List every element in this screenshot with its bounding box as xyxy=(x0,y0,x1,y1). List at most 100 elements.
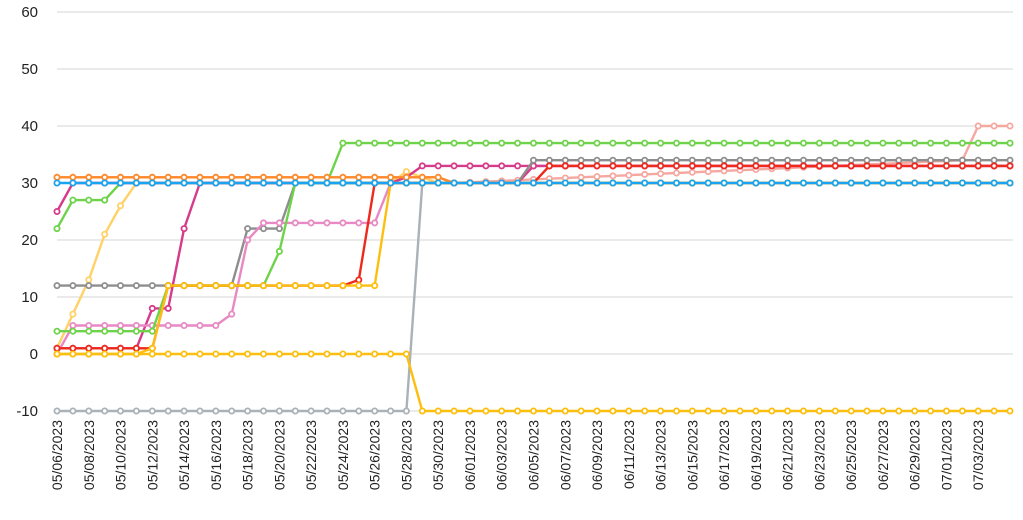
x-tick-label: 05/20/2023 xyxy=(271,420,287,490)
data-point xyxy=(196,282,204,290)
data-point xyxy=(768,139,776,147)
data-point xyxy=(132,173,140,181)
data-point xyxy=(339,407,347,415)
series-9 xyxy=(53,179,1014,335)
data-point xyxy=(673,139,681,147)
data-point xyxy=(911,162,919,170)
data-point xyxy=(53,225,61,233)
data-point xyxy=(69,179,77,187)
data-point xyxy=(53,207,61,215)
data-point xyxy=(244,225,252,233)
data-point xyxy=(673,179,681,187)
x-tick-label: 06/19/2023 xyxy=(748,420,764,490)
data-point xyxy=(704,139,712,147)
data-point xyxy=(545,156,553,164)
data-point xyxy=(132,350,140,358)
x-tick-label: 06/23/2023 xyxy=(811,420,827,490)
data-point xyxy=(974,179,982,187)
data-point xyxy=(752,139,760,147)
data-point xyxy=(895,407,903,415)
x-tick-label: 06/11/2023 xyxy=(621,420,637,489)
data-point xyxy=(895,179,903,187)
data-point xyxy=(974,407,982,415)
data-point xyxy=(720,156,728,164)
data-point xyxy=(1006,179,1014,187)
data-point xyxy=(530,407,538,415)
data-point xyxy=(847,156,855,164)
data-point xyxy=(609,172,617,180)
data-point xyxy=(863,407,871,415)
data-point xyxy=(609,407,617,415)
data-point xyxy=(720,139,728,147)
data-point xyxy=(69,173,77,181)
data-point xyxy=(1006,122,1014,130)
data-point xyxy=(943,407,951,415)
data-point xyxy=(577,407,585,415)
data-point xyxy=(434,407,442,415)
data-point xyxy=(117,202,125,210)
data-point xyxy=(275,407,283,415)
data-point xyxy=(625,171,633,179)
series-line xyxy=(55,181,1012,333)
data-point xyxy=(85,282,93,290)
data-point xyxy=(768,156,776,164)
x-tick-label: 06/07/2023 xyxy=(557,420,573,490)
data-point xyxy=(530,179,538,187)
data-point xyxy=(53,344,61,352)
data-point xyxy=(117,321,125,329)
data-point xyxy=(244,179,252,187)
data-point xyxy=(132,321,140,329)
data-point xyxy=(990,156,998,164)
data-point xyxy=(879,179,887,187)
x-tick-label: 05/12/2023 xyxy=(144,420,160,490)
data-point xyxy=(164,407,172,415)
data-point xyxy=(561,162,569,170)
data-point xyxy=(275,173,283,181)
data-point xyxy=(514,179,522,187)
data-point xyxy=(228,407,236,415)
data-point xyxy=(577,179,585,187)
data-point xyxy=(641,162,649,170)
data-point xyxy=(323,350,331,358)
x-tick-label: 06/01/2023 xyxy=(462,420,478,490)
series-14 xyxy=(53,179,1014,187)
y-tick-label: 10 xyxy=(21,289,38,306)
data-point xyxy=(704,156,712,164)
x-tick-label: 06/25/2023 xyxy=(843,420,859,490)
data-point xyxy=(688,407,696,415)
data-point xyxy=(752,179,760,187)
data-point xyxy=(752,407,760,415)
data-point xyxy=(323,407,331,415)
data-point xyxy=(593,179,601,187)
data-point xyxy=(736,179,744,187)
data-point xyxy=(545,162,553,170)
data-point xyxy=(974,162,982,170)
data-point xyxy=(307,219,315,227)
data-point xyxy=(847,139,855,147)
y-tick-label: -10 xyxy=(16,403,38,420)
data-point xyxy=(593,407,601,415)
data-point xyxy=(117,173,125,181)
data-point xyxy=(943,156,951,164)
data-point xyxy=(228,179,236,187)
data-point xyxy=(101,350,109,358)
data-point xyxy=(196,179,204,187)
data-point xyxy=(1006,407,1014,415)
x-tick-label: 06/15/2023 xyxy=(684,420,700,490)
data-point xyxy=(180,225,188,233)
data-point xyxy=(847,179,855,187)
data-point xyxy=(355,350,363,358)
data-point xyxy=(927,139,935,147)
data-point xyxy=(593,156,601,164)
data-point xyxy=(704,179,712,187)
series-line xyxy=(55,170,1012,350)
x-axis: 05/06/2023 05/08/2023 05/10/2023 05/12/2023… xyxy=(49,420,986,490)
data-point xyxy=(307,350,315,358)
y-axis: -10 0 10 20 30 40 50 60 xyxy=(16,4,38,420)
data-point xyxy=(990,407,998,415)
data-point xyxy=(704,407,712,415)
data-point xyxy=(990,139,998,147)
data-point xyxy=(768,407,776,415)
data-point xyxy=(196,173,204,181)
data-point xyxy=(720,179,728,187)
